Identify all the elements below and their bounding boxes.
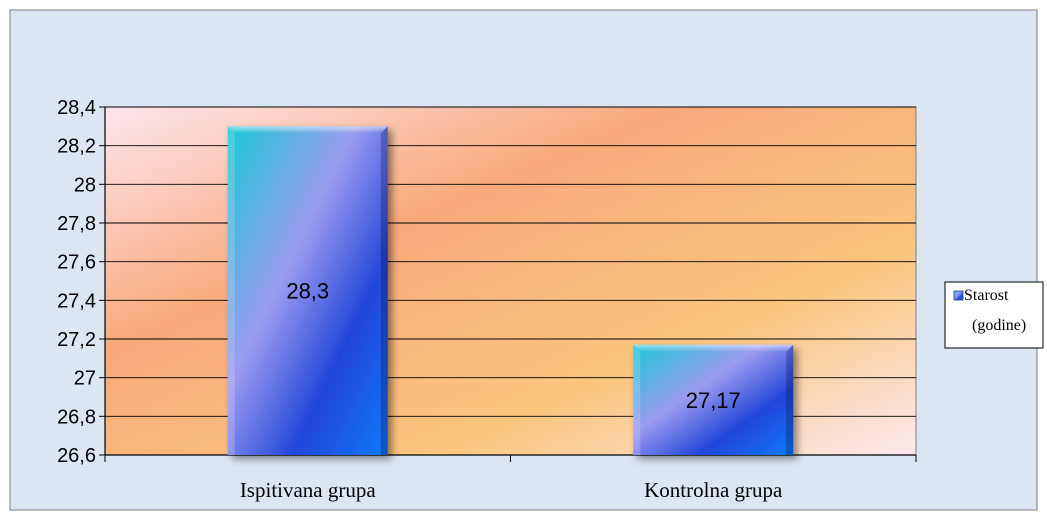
- bars: [227, 126, 794, 455]
- x-category-label: Ispitivana grupa: [240, 478, 377, 502]
- x-category-label: Kontrolna grupa: [644, 478, 783, 502]
- data-label: 27,17: [686, 388, 741, 413]
- bar-body: [633, 344, 794, 455]
- bar: [227, 126, 388, 455]
- legend-label-line2: (godine): [972, 317, 1026, 334]
- y-tick-label: 27,8: [57, 213, 96, 235]
- y-tick-label: 28,2: [57, 136, 96, 158]
- labels: 26,6 26,8 27 27,2 27,4 27,6 27,8 28 28,2 28,4 28,3…: [57, 97, 783, 502]
- y-tick-label: 27,2: [57, 329, 96, 351]
- y-tick-label: 28: [74, 174, 96, 196]
- bar-bevel-top: [633, 344, 794, 352]
- bar-body: [227, 126, 388, 455]
- bar-bevel-left: [227, 126, 235, 455]
- y-tick-label: 27: [74, 368, 96, 390]
- y-tick-label: 26,6: [57, 445, 96, 467]
- legend-label-line1: Starost: [964, 287, 1009, 304]
- y-tick-label: 28,4: [57, 97, 96, 119]
- bar-bevel-right: [380, 126, 388, 455]
- y-tick-label: 27,4: [57, 290, 96, 312]
- bar-bevel-right: [786, 344, 794, 455]
- data-label: 28,3: [286, 279, 329, 304]
- legend: Starost (godine): [944, 281, 1044, 349]
- bar-bevel-left: [633, 344, 641, 455]
- bar-bevel-top: [227, 126, 388, 134]
- y-tick-label: 27,6: [57, 252, 96, 274]
- plot-area: [104, 106, 917, 456]
- legend-swatch: [953, 290, 964, 301]
- y-tick-label: 26,8: [57, 406, 96, 428]
- bar: [633, 344, 794, 455]
